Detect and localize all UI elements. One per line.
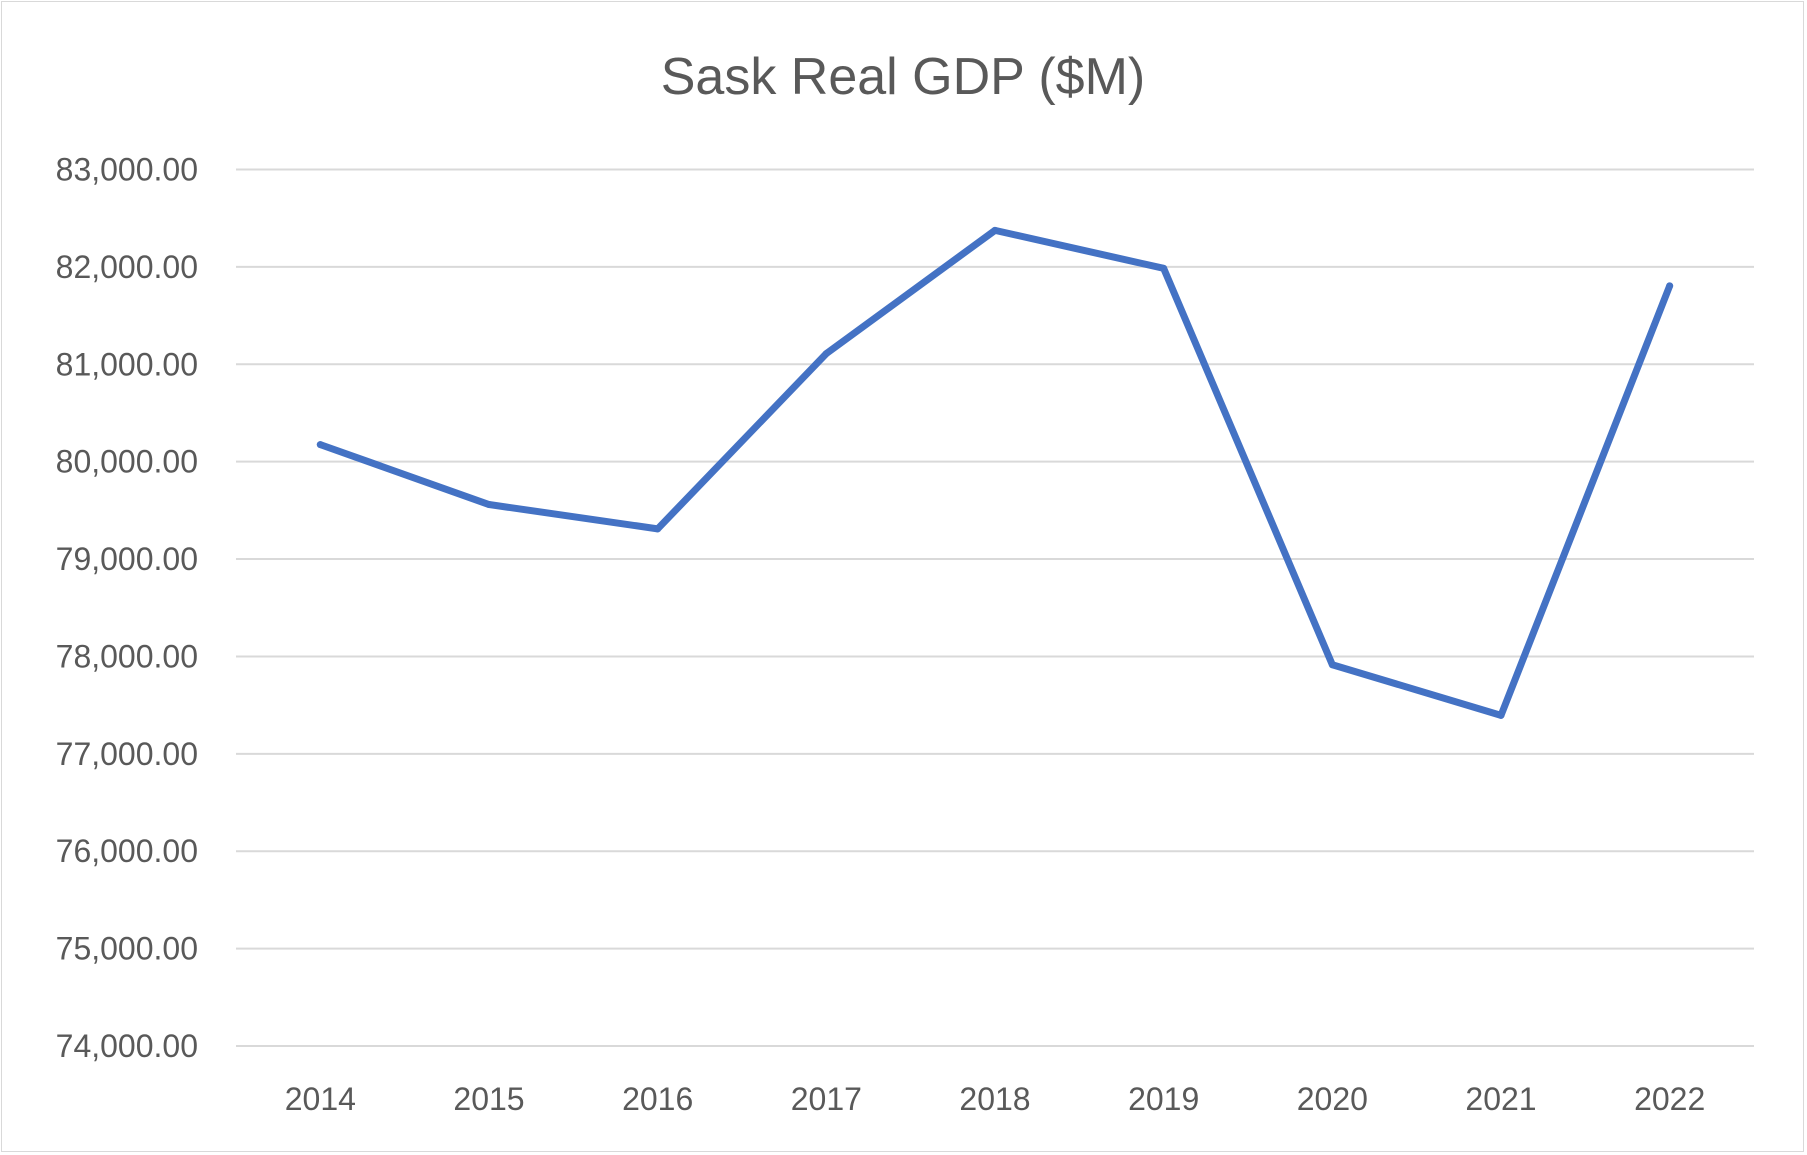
series-line (316, 226, 1674, 719)
y-tick-label: 79,000.00 (56, 541, 198, 577)
chart-title: Sask Real GDP ($M) (661, 48, 1146, 106)
y-tick-label: 77,000.00 (56, 736, 198, 772)
y-tick-label: 78,000.00 (56, 638, 198, 674)
y-tick-label: 75,000.00 (56, 931, 198, 967)
data-point-2021 (1497, 711, 1505, 719)
y-tick-label: 83,000.00 (56, 152, 198, 188)
y-tick-label: 74,000.00 (56, 1028, 198, 1064)
y-tick-label: 80,000.00 (56, 444, 198, 480)
data-point-2016 (654, 525, 662, 533)
data-point-2015 (485, 501, 493, 509)
data-point-2020 (1328, 661, 1336, 669)
x-tick-label: 2019 (1128, 1081, 1199, 1117)
x-tick-label: 2018 (959, 1081, 1030, 1117)
data-point-2019 (1160, 264, 1168, 272)
x-tick-label: 2020 (1297, 1081, 1368, 1117)
y-tick-label: 81,000.00 (56, 346, 198, 382)
x-tick-label: 2021 (1465, 1081, 1536, 1117)
x-tick-label: 2016 (622, 1081, 693, 1117)
data-point-2018 (991, 226, 999, 234)
data-point-2017 (822, 350, 830, 358)
x-tick-label: 2017 (791, 1081, 862, 1117)
data-point-2022 (1666, 282, 1674, 290)
data-point-2014 (316, 441, 324, 449)
x-tick-label: 2014 (285, 1081, 356, 1117)
y-tick-label: 76,000.00 (56, 833, 198, 869)
y-tick-label: 82,000.00 (56, 249, 198, 285)
x-tick-label: 2022 (1634, 1081, 1705, 1117)
x-tick-label: 2015 (453, 1081, 524, 1117)
